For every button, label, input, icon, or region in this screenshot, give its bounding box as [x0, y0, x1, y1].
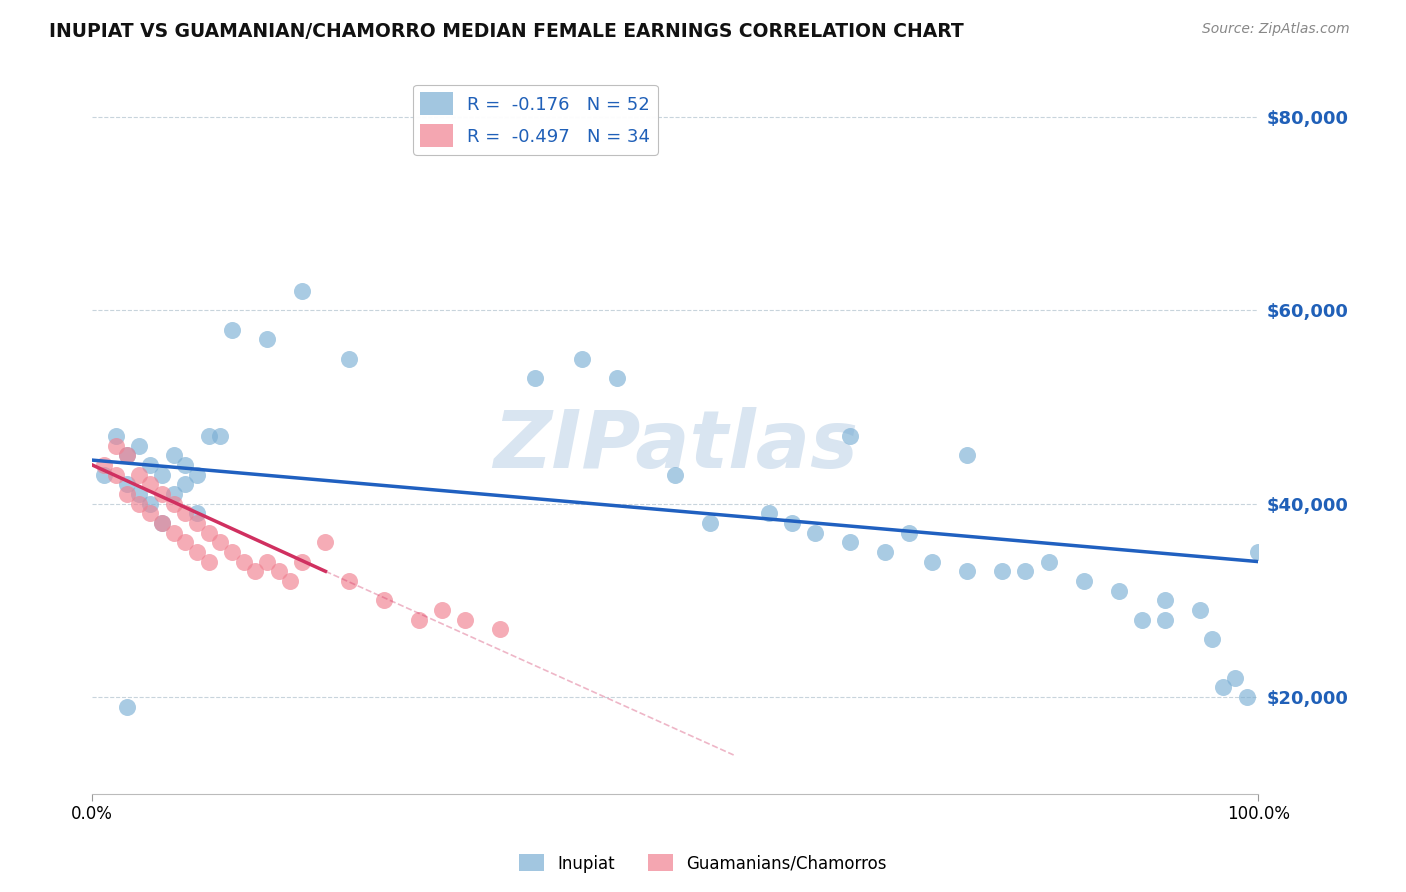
Point: [93, 467, 115, 482]
Point: [1108, 583, 1130, 598]
Point: [174, 506, 197, 520]
Point: [174, 458, 197, 472]
Point: [139, 477, 162, 491]
Point: [198, 525, 221, 540]
Point: [198, 429, 221, 443]
Point: [489, 623, 512, 637]
Point: [1236, 690, 1258, 704]
Point: [921, 555, 943, 569]
Point: [1247, 545, 1270, 559]
Point: [128, 439, 150, 453]
Point: [115, 699, 138, 714]
Point: [221, 322, 243, 336]
Point: [804, 525, 827, 540]
Point: [956, 448, 979, 462]
Point: [139, 497, 162, 511]
Point: [209, 535, 232, 549]
Legend: R =  -0.176   N = 52, R =  -0.497   N = 34: R = -0.176 N = 52, R = -0.497 N = 34: [413, 85, 658, 154]
Point: [221, 545, 243, 559]
Point: [1038, 555, 1060, 569]
Point: [186, 545, 208, 559]
Point: [875, 545, 897, 559]
Point: [163, 525, 186, 540]
Point: [606, 371, 628, 385]
Point: [1223, 671, 1246, 685]
Point: [839, 535, 862, 549]
Text: ZIPatlas: ZIPatlas: [494, 407, 858, 484]
Point: [245, 564, 267, 578]
Point: [291, 555, 314, 569]
Point: [991, 564, 1014, 578]
Point: [291, 284, 314, 298]
Point: [115, 448, 138, 462]
Point: [758, 506, 780, 520]
Point: [256, 332, 278, 346]
Point: [128, 497, 150, 511]
Point: [430, 603, 453, 617]
Point: [280, 574, 302, 588]
Point: [174, 535, 197, 549]
Point: [1073, 574, 1095, 588]
Legend: Inupiat, Guamanians/Chamorros: Inupiat, Guamanians/Chamorros: [512, 847, 894, 880]
Point: [956, 564, 979, 578]
Point: [163, 487, 186, 501]
Point: [115, 448, 138, 462]
Point: [104, 429, 127, 443]
Point: [664, 467, 686, 482]
Point: [1130, 613, 1153, 627]
Point: [897, 525, 920, 540]
Point: [314, 535, 336, 549]
Point: [150, 487, 173, 501]
Point: [1154, 613, 1177, 627]
Point: [839, 429, 862, 443]
Text: INUPIAT VS GUAMANIAN/CHAMORRO MEDIAN FEMALE EARNINGS CORRELATION CHART: INUPIAT VS GUAMANIAN/CHAMORRO MEDIAN FEM…: [49, 22, 965, 41]
Point: [128, 467, 150, 482]
Point: [128, 487, 150, 501]
Point: [232, 555, 254, 569]
Point: [115, 477, 138, 491]
Point: [1189, 603, 1212, 617]
Point: [139, 458, 162, 472]
Point: [408, 613, 430, 627]
Point: [163, 448, 186, 462]
Point: [524, 371, 547, 385]
Point: [780, 516, 803, 530]
Point: [209, 429, 232, 443]
Point: [115, 487, 138, 501]
Point: [163, 497, 186, 511]
Point: [373, 593, 395, 607]
Point: [104, 439, 127, 453]
Point: [1014, 564, 1036, 578]
Point: [93, 458, 115, 472]
Point: [104, 467, 127, 482]
Point: [699, 516, 721, 530]
Point: [186, 467, 208, 482]
Point: [198, 555, 221, 569]
Text: Source: ZipAtlas.com: Source: ZipAtlas.com: [1202, 22, 1350, 37]
Point: [186, 506, 208, 520]
Point: [150, 467, 173, 482]
Point: [256, 555, 278, 569]
Point: [1212, 681, 1234, 695]
Point: [267, 564, 290, 578]
Point: [150, 516, 173, 530]
Point: [150, 516, 173, 530]
Point: [454, 613, 477, 627]
Point: [186, 516, 208, 530]
Point: [174, 477, 197, 491]
Point: [337, 351, 360, 366]
Point: [139, 506, 162, 520]
Point: [337, 574, 360, 588]
Point: [1201, 632, 1223, 646]
Point: [571, 351, 593, 366]
Point: [1154, 593, 1177, 607]
